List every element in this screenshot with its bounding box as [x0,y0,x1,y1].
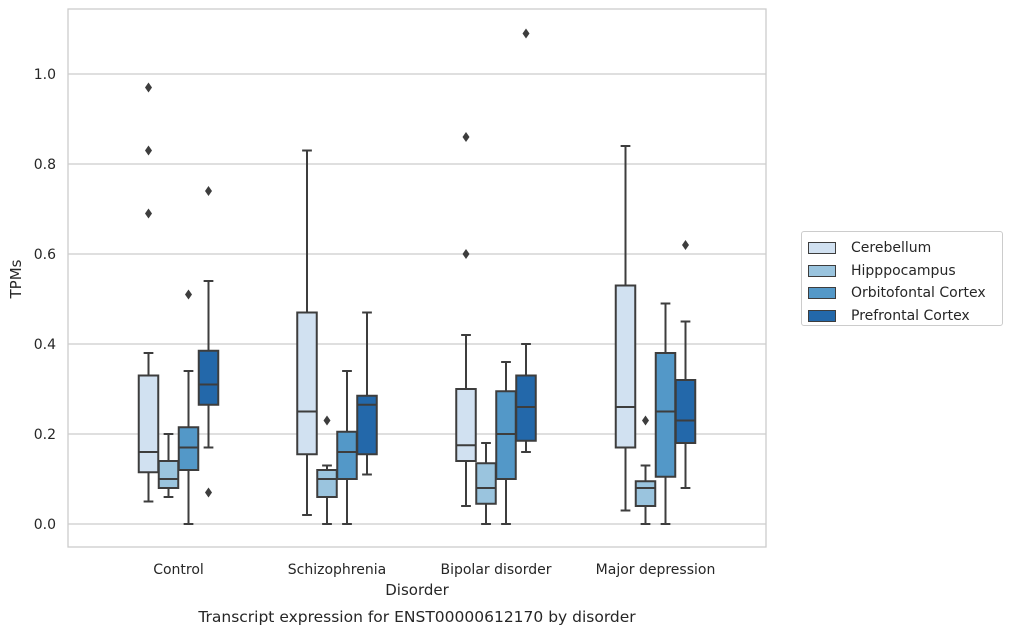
y-tick-label: 0.6 [34,247,56,263]
box [654,352,677,478]
box [177,426,200,471]
box-group [296,149,318,516]
box [495,390,517,480]
legend-label: Hipppocampus [851,262,956,279]
legend-label: Prefrontal Cortex [851,308,970,325]
outlier-marker [682,240,689,250]
box [515,374,537,442]
box-group [614,145,637,512]
x-tick-label: Major depression [596,562,716,578]
outlier-marker [462,132,470,142]
box [137,374,160,474]
box-group [137,82,160,503]
outlier-marker [522,28,530,39]
outlier-marker [462,249,470,259]
box [336,430,358,480]
box-group [674,240,697,489]
box [197,349,220,406]
y-tick-labels: 0.0 0.2 0.4 0.6 0.8 1.0 [34,67,56,533]
outlier-marker [145,82,152,93]
legend-swatch-cerebellum [808,242,836,255]
box-group [316,415,338,525]
outlier-marker [323,415,331,426]
y-tick-label: 0.0 [34,517,56,533]
box-group [515,28,537,453]
legend-item-hippocampus: Hipppocampus [808,260,1002,283]
box-group [495,361,517,525]
chart-caption: Transcript expression for ENST0000061217… [197,608,636,626]
plot-area [67,8,767,548]
x-axis-label: Disorder [385,581,449,599]
legend-item-orbitofrontal-cortex: Orbitofontal Cortex [808,282,1002,305]
legend: Cerebellum Hipppocampus Orbitofontal Cor… [801,231,1003,326]
box [475,462,497,505]
box [296,311,318,456]
y-tick-label: 1.0 [34,67,56,83]
box [157,460,180,489]
box-group [356,311,378,476]
box [455,388,477,462]
legend-swatch-prefrontal-cortex [808,310,836,323]
box-group [177,289,200,525]
x-tick-labels: Control Schizophrenia Bipolar disorder Majo… [153,562,715,578]
box [614,284,637,449]
box-group [475,442,497,525]
y-axis-label: TPMs [7,259,25,299]
box-group [197,186,220,498]
box [356,394,378,456]
legend-item-cerebellum: Cerebellum [808,237,1002,260]
outlier-marker [642,415,649,426]
x-tick-label: Bipolar disorder [440,562,551,578]
box-group [336,370,358,525]
box-group [455,132,477,507]
outlier-marker [205,186,212,196]
outlier-marker [145,145,152,156]
legend-swatch-hippocampus [808,264,836,277]
outlier-marker [205,487,212,498]
x-tick-label: Schizophrenia [288,562,386,578]
y-tick-label: 0.4 [34,337,56,353]
box [634,480,657,507]
box-group [157,433,180,498]
legend-swatch-orbitofrontal-cortex [808,287,836,300]
box-group [654,302,677,525]
legend-label: Orbitofontal Cortex [851,285,986,302]
box [316,469,338,498]
box-group [634,415,657,525]
legend-label: Cerebellum [851,240,932,257]
x-tick-label: Control [153,562,204,578]
legend-item-prefrontal-cortex: Prefrontal Cortex [808,305,1002,328]
y-tick-label: 0.8 [34,157,56,173]
boxes [137,28,697,525]
outlier-marker [145,208,152,219]
box [674,379,697,444]
y-tick-label: 0.2 [34,427,56,443]
outlier-marker [185,289,192,300]
